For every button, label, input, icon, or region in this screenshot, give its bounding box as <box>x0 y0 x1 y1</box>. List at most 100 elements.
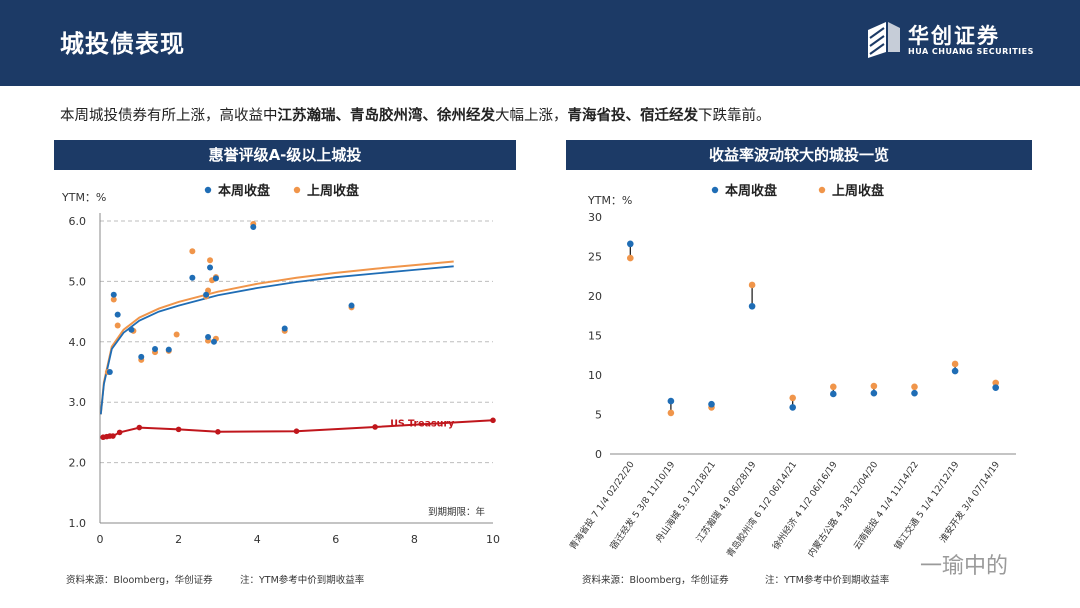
this-week-point <box>348 302 355 309</box>
this-week-point <box>114 311 121 318</box>
y-tick-label: 6.0 <box>69 215 87 228</box>
left-ytm-note: 注：YTM参考中价到期收益率 <box>240 575 365 586</box>
page-title: 城投债表现 <box>60 30 185 58</box>
this-week-point <box>708 400 715 408</box>
last-week-point <box>992 379 999 387</box>
last-week-point <box>789 394 796 402</box>
last-week-point <box>173 331 180 338</box>
treasury-point <box>215 428 221 435</box>
this-week-point <box>205 333 212 340</box>
y-tick-label: 10 <box>588 369 602 382</box>
this-week-point <box>165 346 172 353</box>
treasury-point <box>116 429 123 436</box>
this-week-point <box>667 397 675 405</box>
legend-marker <box>204 186 212 194</box>
right-source-note: 资料来源：Bloomberg，华创证券 <box>582 575 729 586</box>
logo-name: 华创证券 <box>908 24 1000 48</box>
this-week-point <box>128 326 135 333</box>
ytm-maturity-scatter-chart: 1.0 2.0 3.0 4.0 5.0 6.0 0 2 4 6 8 10 YTM：% 到期期限：年 本周收盘… <box>61 183 500 546</box>
x-tick-label: 8 <box>411 533 418 546</box>
this-week-point <box>748 302 756 310</box>
this-week-point <box>203 291 210 298</box>
x-tick-label: 6 <box>332 533 339 546</box>
x-tick-label: 4 <box>254 533 261 546</box>
this-week-point <box>911 389 918 397</box>
legend-marker <box>711 186 719 194</box>
fit-curve-this-week <box>99 265 454 415</box>
treasury-point <box>136 424 143 431</box>
last-week-point <box>748 281 756 289</box>
this-week-point <box>110 291 117 298</box>
this-week-point <box>870 389 878 397</box>
right-ytm-note: 注：YTM参考中价到期收益率 <box>765 575 890 586</box>
legend-label: 上周收盘 <box>832 183 884 199</box>
this-week-point <box>138 353 145 360</box>
x-category-label: 内蒙古公路 4 3/8 12/04/20 <box>805 459 880 560</box>
summary-prefix: 本周城投债券有所上涨，高收益中 <box>60 108 278 124</box>
this-week-point <box>992 384 999 391</box>
legend-label: 上周收盘 <box>307 183 359 199</box>
treasury-point <box>490 417 496 424</box>
treasury-point <box>372 424 378 430</box>
x-category-label: 青岛胶州湾 6 1/2 06/14/21 <box>724 459 799 559</box>
last-week-point <box>114 322 121 329</box>
x-tick-label: 2 <box>175 533 182 546</box>
y-tick-label: 1.0 <box>69 517 87 530</box>
y-tick-label: 0 <box>595 448 602 461</box>
this-week-point <box>106 369 113 375</box>
this-week-point <box>207 264 214 271</box>
y-tick-label: 4.0 <box>69 336 87 349</box>
summary-mid: 大幅上涨， <box>495 108 568 124</box>
summary-bold-fallers: 青海省投、宿迁经发 <box>567 108 699 124</box>
this-week-point <box>789 404 796 411</box>
x-axis-title: 到期期限：年 <box>428 506 486 518</box>
this-week-point <box>212 275 219 282</box>
summary-bold-risers: 江苏瀚瑞、青岛胶州湾、徐州经发 <box>277 108 496 124</box>
fit-curve-last-week <box>99 260 454 415</box>
y-tick-label: 3.0 <box>69 396 87 409</box>
y-tick-label: 5 <box>595 409 602 422</box>
last-week-point <box>830 383 837 391</box>
y-tick-label: 2.0 <box>69 457 87 470</box>
this-week-point <box>281 325 288 332</box>
this-week-point <box>152 346 159 353</box>
header-bar: 城投债表现 华创证券 HUA CHUANG SECURITIES <box>0 0 1080 86</box>
y-tick-label: 15 <box>588 330 602 343</box>
legend-marker <box>818 186 826 194</box>
y-tick-label: 20 <box>588 290 602 303</box>
logo-icon <box>868 22 900 58</box>
left-panel-title: 惠誉评级A-级以上城投 <box>54 140 516 170</box>
this-week-point <box>189 274 196 281</box>
y-tick-label: 25 <box>588 251 602 264</box>
this-week-point <box>830 390 837 398</box>
last-week-point <box>870 382 878 390</box>
wechat-watermark: 一瑜中的 <box>920 554 1009 579</box>
legend-marker <box>293 186 301 194</box>
x-tick-label: 10 <box>486 533 500 546</box>
last-week-point <box>207 257 214 264</box>
this-week-point <box>210 338 217 345</box>
y-axis-title: YTM：% <box>587 194 632 207</box>
y-axis-title: YTM：% <box>61 191 106 204</box>
this-week-point <box>951 367 959 375</box>
last-week-point <box>667 409 675 417</box>
x-tick-label: 0 <box>97 533 104 546</box>
right-panel-title: 收益率波动较大的城投一览 <box>566 140 1032 170</box>
y-tick-label: 30 <box>588 211 602 224</box>
this-week-point <box>250 224 257 231</box>
last-week-point <box>110 296 117 303</box>
summary-suffix: 下跌靠前。 <box>698 108 771 124</box>
logo-subtitle: HUA CHUANG SECURITIES <box>908 47 1034 56</box>
legend-label: 本周收盘 <box>218 183 270 199</box>
treasury-point <box>110 433 116 439</box>
legend-label: 本周收盘 <box>725 183 777 199</box>
treasury-point <box>175 426 182 433</box>
treasury-label: US Treasury <box>390 418 455 429</box>
last-week-point <box>911 383 918 391</box>
brand-logo: 华创证券 HUA CHUANG SECURITIES <box>864 20 1033 64</box>
last-week-point <box>951 360 959 368</box>
this-week-point <box>627 240 634 248</box>
last-week-point <box>627 254 634 262</box>
last-week-point <box>189 248 196 255</box>
